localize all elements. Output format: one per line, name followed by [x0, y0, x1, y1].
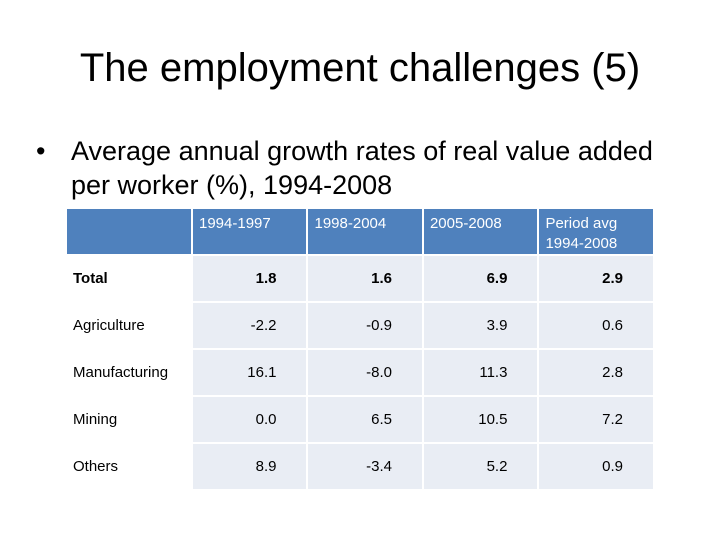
table-header-row: 1994-1997 1998-2004 2005-2008 Period avg…: [67, 209, 653, 254]
header-period-avg: Period avg 1994-2008: [539, 209, 653, 254]
table-cell: -0.9: [308, 303, 422, 348]
table-cell: 10.5: [423, 397, 538, 442]
table-row: Mining 0.0 6.5 10.5 7.2: [67, 397, 653, 442]
table-cell: 1.6: [308, 256, 422, 301]
header-2005-2008: 2005-2008: [423, 209, 538, 254]
table-cell: -2.2: [193, 303, 307, 348]
bullet-dot-icon: •: [36, 136, 46, 166]
row-label: Total: [67, 256, 191, 301]
table-cell: 0.0: [193, 397, 307, 442]
table-cell: 2.9: [539, 256, 653, 301]
row-label: Manufacturing: [67, 350, 191, 395]
table-cell: 6.9: [423, 256, 538, 301]
slide-title: The employment challenges (5): [79, 46, 641, 90]
table-row: Others 8.9 -3.4 5.2 0.9: [67, 444, 653, 489]
table-cell: 5.2: [423, 444, 538, 489]
table-cell: 0.9: [539, 444, 653, 489]
growth-rates-table: 1994-1997 1998-2004 2005-2008 Period avg…: [65, 207, 655, 491]
table-row: Total 1.8 1.6 6.9 2.9: [67, 256, 653, 301]
table-cell: 11.3: [423, 350, 538, 395]
header-1994-1997: 1994-1997: [193, 209, 307, 254]
header-1998-2004: 1998-2004: [308, 209, 422, 254]
table-cell: -3.4: [308, 444, 422, 489]
table-cell: -8.0: [308, 350, 422, 395]
table-cell: 6.5: [308, 397, 422, 442]
table-cell: 7.2: [539, 397, 653, 442]
row-label: Agriculture: [67, 303, 191, 348]
table-cell: 1.8: [193, 256, 307, 301]
bullet-text: Average annual growth rates of real valu…: [71, 136, 653, 200]
table-row: Manufacturing 16.1 -8.0 11.3 2.8: [67, 350, 653, 395]
header-corner-cell: [67, 209, 191, 254]
table-cell: 8.9: [193, 444, 307, 489]
table-cell: 16.1: [193, 350, 307, 395]
bullet-point: • Average annual growth rates of real va…: [36, 134, 676, 202]
row-label: Mining: [67, 397, 191, 442]
table-cell: 3.9: [423, 303, 538, 348]
table-cell: 0.6: [539, 303, 653, 348]
table-row: Agriculture -2.2 -0.9 3.9 0.6: [67, 303, 653, 348]
table-cell: 2.8: [539, 350, 653, 395]
row-label: Others: [67, 444, 191, 489]
